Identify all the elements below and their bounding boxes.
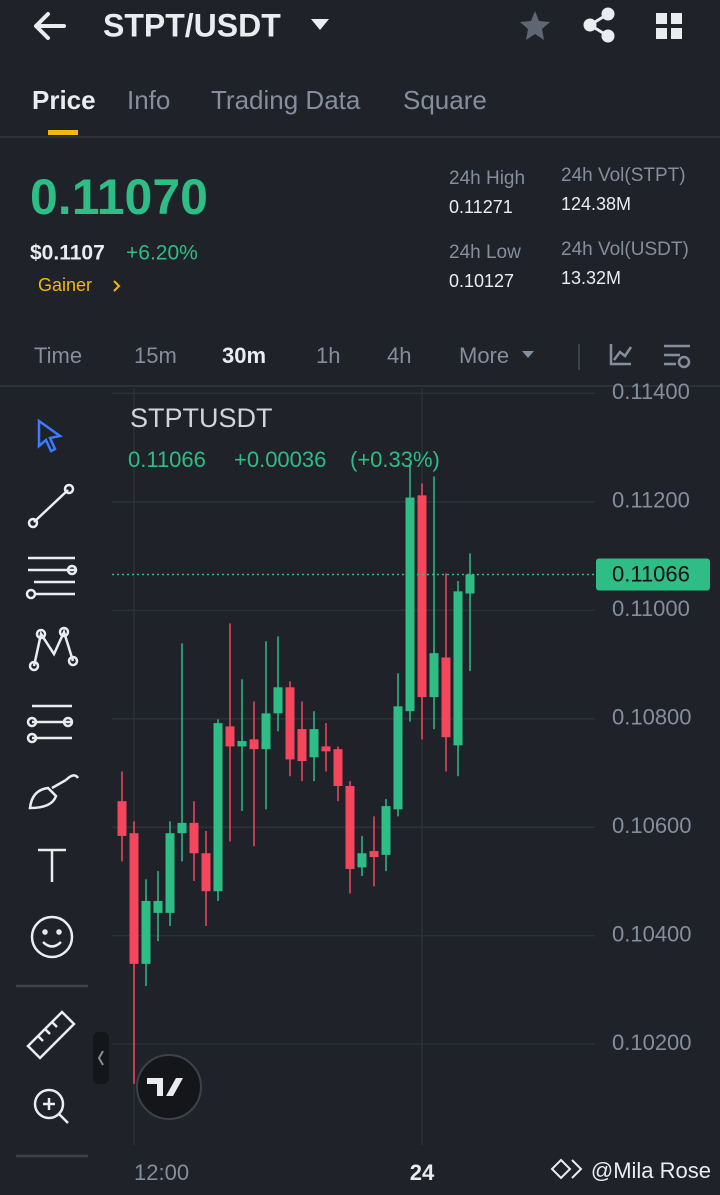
y-tick-label: 0.11200 [612,488,690,513]
candle-body [129,833,139,964]
tab[interactable]: Price [32,85,96,115]
candle-body [441,657,451,738]
candle-body [357,853,367,868]
candle-body [309,729,319,758]
candle-body [345,786,355,869]
toolbar-collapse[interactable] [93,1032,109,1084]
stat-label: 24h High [449,168,525,189]
last-price-tag [596,558,710,591]
candle-body [429,653,439,698]
candle-body [249,739,259,750]
candle-body [273,687,283,714]
last-price-label: 0.11066 [612,561,690,586]
candle-body [237,741,247,747]
last-price: 0.11070 [30,169,208,225]
y-tick-label: 0.10200 [612,1030,692,1055]
pair-dropdown[interactable] [311,19,329,30]
back-button[interactable] [34,12,66,40]
indicator-icon[interactable] [609,344,633,366]
drawing-toolbar [16,418,88,1158]
usd-price: $0.1107 [30,242,105,265]
stat-label: 24h Low [449,242,521,263]
interval[interactable]: Time [34,343,82,368]
candle-body [225,726,235,747]
chevron [97,1050,104,1066]
candle-body [213,723,223,892]
candle-body [333,749,343,787]
stat-value: 13.32M [561,268,621,288]
stat-value: 124.38M [561,194,631,214]
settings-icon[interactable] [664,344,691,369]
watermark-logo [550,1158,583,1180]
legend-change: +0.00036 [234,447,326,472]
pattern-tool[interactable] [28,626,79,672]
stat-label: 24h Vol(STPT) [561,165,686,186]
x-tick-label: 24 [410,1160,435,1185]
y-tick-label: 0.10800 [612,705,692,730]
zoom-tool[interactable] [33,1088,69,1124]
interval[interactable]: 15m [134,343,177,368]
gainer-tag[interactable]: Gainer [38,275,92,295]
more-dropdown[interactable] [522,351,534,358]
brush-tool[interactable] [28,774,80,810]
interval[interactable]: 1h [316,343,340,368]
candle-body [189,822,199,854]
candle-body [465,574,475,594]
x-tick-label: 12:00 [134,1160,189,1185]
tab[interactable]: Info [127,85,170,115]
candle-body [117,801,127,836]
tradingview-mark [147,1078,183,1096]
cursor-tool[interactable] [37,418,64,453]
emoji-tool[interactable] [30,915,74,959]
watermark: @Mila Rose [591,1158,711,1183]
tab[interactable]: Square [403,85,487,115]
candle-chart: 0.11400 0.11200 0.11000 0.10800 0.10600 0.104… [112,379,710,1185]
candle-body [261,713,271,750]
price-change: +6.20% [126,242,198,265]
y-tick-label: 0.11400 [612,379,690,404]
share-icon[interactable] [583,7,615,43]
ruler-tool[interactable] [26,1010,76,1060]
candle-body [201,853,211,892]
candle-body [369,851,379,858]
legend-last: 0.11066 [128,447,206,472]
candle-body [417,495,427,698]
tab-indicator [48,130,78,135]
grid-menu-icon[interactable] [656,13,682,39]
y-tick-label: 0.10600 [612,813,692,838]
stat-label: 24h Vol(USDT) [561,239,689,260]
chart-title: STPTUSDT [130,403,273,433]
interval[interactable]: More [459,343,509,368]
interval[interactable]: 4h [387,343,411,368]
y-tick-label: 0.11000 [612,596,690,621]
favorite-icon[interactable] [520,11,550,40]
candle-body [381,806,391,855]
tab[interactable]: Trading Data [211,85,361,115]
chevron [113,280,121,292]
pair-title[interactable]: STPT/USDT [103,7,281,43]
y-tick-label: 0.10400 [612,921,692,946]
candle-body [285,687,295,760]
candle-body [165,833,175,913]
interval[interactable]: 30m [222,343,266,368]
candle-body [153,900,163,913]
candle-body [405,497,415,712]
tradingview-logo[interactable] [136,1054,202,1120]
candle-body [393,706,403,810]
horizontal-line-tool[interactable] [25,556,78,600]
candle-body [297,729,307,762]
legend-percent: (+0.33%) [350,447,440,472]
candle-body [141,900,151,964]
candle-body [177,822,187,834]
trendline-tool[interactable] [27,483,75,529]
candle-body [453,591,463,746]
candle-body [321,746,331,752]
stat-value: 0.11271 [449,197,513,217]
stat-value: 0.10127 [449,271,514,291]
text-tool[interactable] [38,848,66,882]
fib-tool[interactable] [26,704,74,744]
